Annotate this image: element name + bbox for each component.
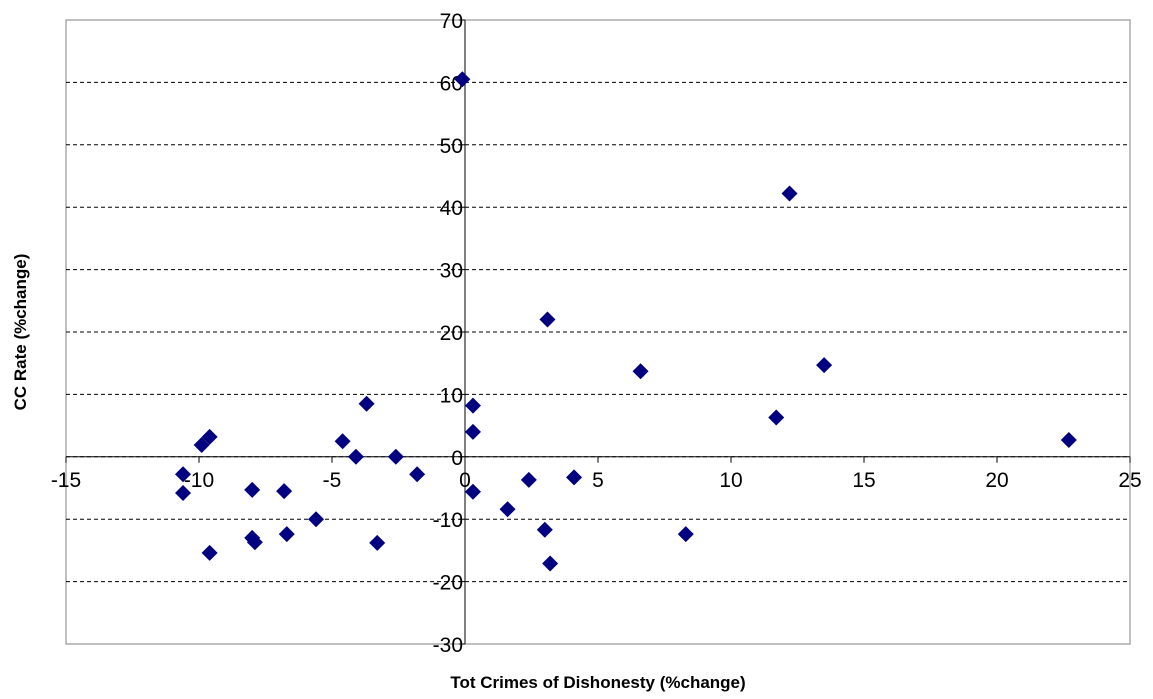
point: [201, 544, 218, 561]
point: [632, 363, 649, 380]
point: [201, 428, 218, 445]
y-tick-label: 20: [440, 322, 463, 345]
point: [464, 397, 481, 414]
y-tick-label: 50: [440, 135, 463, 158]
point: [677, 526, 694, 543]
point: [542, 555, 559, 572]
point: [409, 466, 426, 483]
y-tick-label: -30: [433, 634, 463, 657]
x-tick-label: 25: [1118, 469, 1141, 492]
point: [308, 511, 325, 528]
point: [246, 534, 263, 551]
x-tick-label: -10: [184, 469, 214, 492]
y-tick-label: 30: [440, 260, 463, 283]
point: [499, 501, 516, 518]
point: [347, 448, 364, 465]
point: [175, 466, 192, 483]
y-tick-label: -10: [433, 509, 463, 532]
x-tick-label: -15: [51, 469, 81, 492]
point: [464, 483, 481, 500]
point: [520, 471, 537, 488]
point: [278, 526, 295, 543]
y-tick-label: 0: [451, 447, 463, 470]
point: [193, 436, 210, 453]
point: [781, 185, 798, 202]
y-tick-label: -20: [433, 572, 463, 595]
point: [276, 483, 293, 500]
point: [369, 534, 386, 551]
y-tick-label: 10: [440, 384, 463, 407]
y-tick-label: 70: [440, 10, 463, 33]
point: [175, 484, 192, 501]
point: [454, 71, 471, 88]
point: [566, 469, 583, 486]
point: [816, 357, 833, 374]
x-tick-label: 10: [719, 469, 742, 492]
point: [334, 433, 351, 450]
x-tick-label: 20: [985, 469, 1008, 492]
point: [387, 448, 404, 465]
x-tick-label: -5: [323, 469, 342, 492]
point: [464, 423, 481, 440]
point: [768, 409, 785, 426]
point: [539, 311, 556, 328]
y-tick-label: 40: [440, 197, 463, 220]
y-axis-title: CC Rate (%change): [11, 254, 30, 411]
x-tick-label: 5: [592, 469, 604, 492]
point: [358, 395, 375, 412]
point: [1060, 431, 1077, 448]
point: [536, 521, 553, 538]
x-tick-label: 15: [852, 469, 875, 492]
x-axis-title: Tot Crimes of Dishonesty (%change): [450, 673, 745, 692]
point: [244, 481, 261, 498]
